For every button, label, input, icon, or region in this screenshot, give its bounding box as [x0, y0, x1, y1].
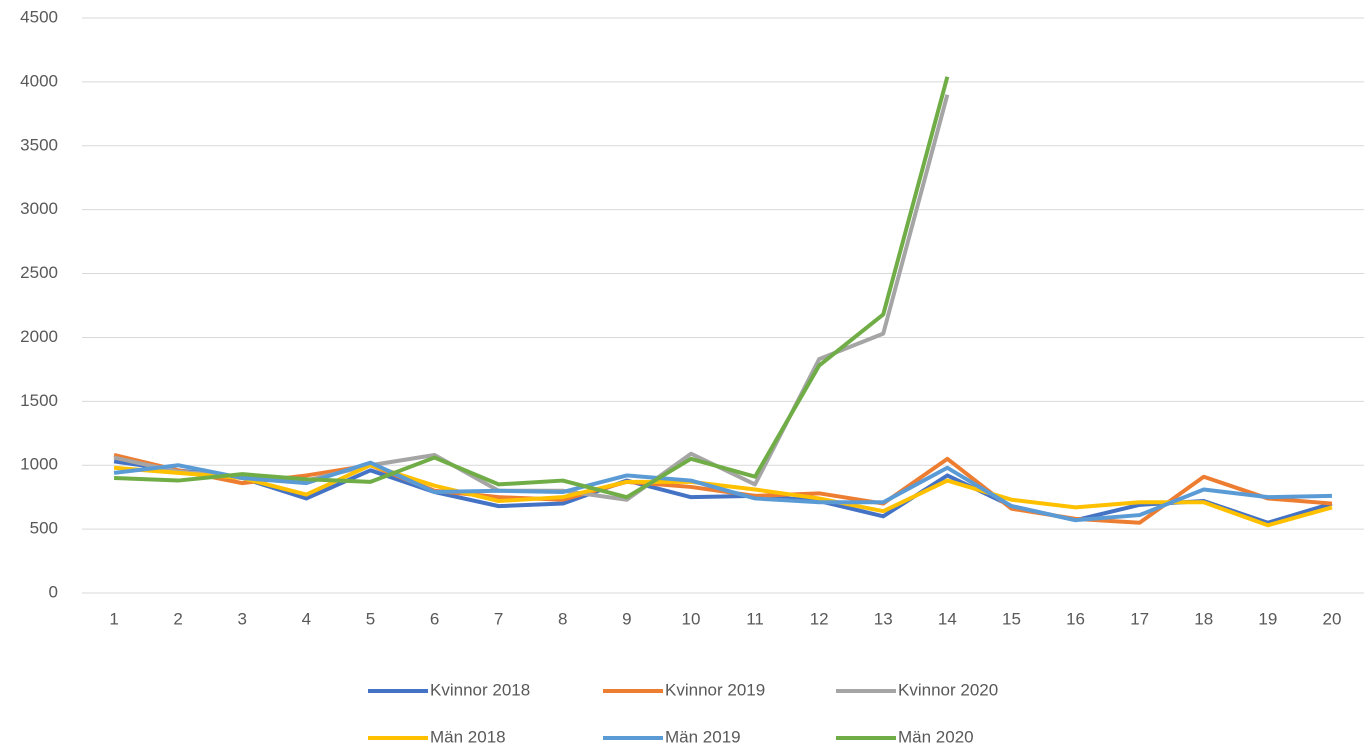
y-tick-label: 1000	[20, 455, 58, 474]
series-line	[113, 459, 1333, 525]
y-tick-label: 3500	[20, 135, 58, 154]
y-tick-label: 3000	[20, 199, 58, 218]
x-tick-label: 14	[938, 609, 957, 628]
x-tick-label: 16	[1066, 609, 1085, 628]
y-tick-label: 0	[49, 582, 58, 601]
y-tick-label: 500	[30, 519, 58, 538]
y-tick-label: 4000	[20, 71, 58, 90]
x-tick-label: 8	[558, 609, 567, 628]
y-tick-label: 4500	[20, 7, 58, 26]
x-tick-label: 9	[622, 609, 631, 628]
x-tick-label: 2	[173, 609, 182, 628]
legend-label: Män 2020	[898, 727, 974, 746]
x-tick-label: 5	[366, 609, 375, 628]
x-tick-label: 11	[746, 609, 764, 628]
x-tick-label: 12	[810, 609, 829, 628]
y-tick-label: 2000	[20, 327, 58, 346]
x-tick-label: 1	[109, 609, 118, 628]
legend-label: Kvinnor 2018	[430, 680, 530, 699]
x-tick-label: 10	[681, 609, 700, 628]
legend-label: Män 2018	[430, 727, 506, 746]
y-tick-label: 1500	[20, 391, 58, 410]
series-line	[113, 463, 1333, 528]
x-tick-label: 17	[1130, 609, 1149, 628]
series-line	[113, 76, 950, 500]
y-tick-label: 2500	[20, 263, 58, 282]
series-line	[113, 94, 950, 502]
x-tick-label: 6	[430, 609, 439, 628]
x-tick-label: 18	[1194, 609, 1213, 628]
x-tick-label: 3	[238, 609, 247, 628]
x-tick-label: 15	[1002, 609, 1021, 628]
x-tick-label: 20	[1322, 609, 1341, 628]
legend-label: Kvinnor 2019	[665, 680, 765, 699]
x-tick-label: 13	[874, 609, 893, 628]
legend-label: Män 2019	[665, 727, 741, 746]
x-tick-label: 19	[1258, 609, 1277, 628]
x-tick-label: 7	[494, 609, 503, 628]
x-tick-label: 4	[302, 609, 311, 628]
legend-label: Kvinnor 2020	[898, 680, 998, 699]
